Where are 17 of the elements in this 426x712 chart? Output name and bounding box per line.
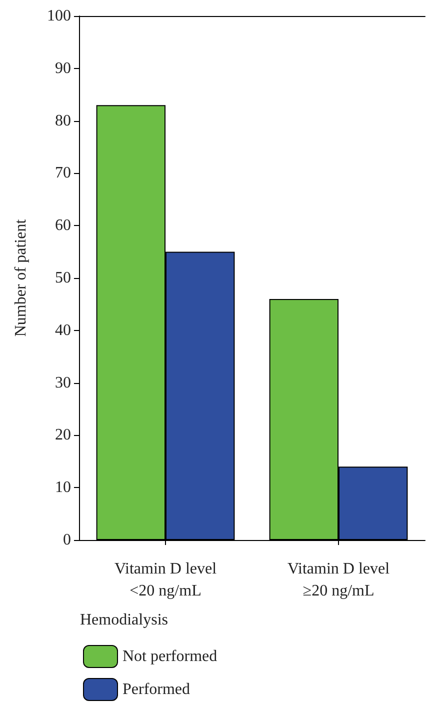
legend-label: Not performed <box>122 648 218 665</box>
y-tick-label: 90 <box>55 60 71 77</box>
legend-title: Hemodialysis <box>80 612 168 628</box>
x-tick-label: Vitamin D level ≥20 ng/mL <box>287 560 390 600</box>
y-axis-title: Number of patient <box>12 218 30 337</box>
y-tick-label: 60 <box>55 217 71 234</box>
y-tick-label: 40 <box>55 322 71 339</box>
y-tick-label: 80 <box>55 112 71 130</box>
y-tick-label: 10 <box>55 479 71 496</box>
y-tick-label: 20 <box>55 426 71 444</box>
legend-label: Performed <box>122 681 190 698</box>
y-tick-label: 70 <box>55 164 71 182</box>
y-tick-label: 0 <box>63 532 71 548</box>
y-tick-label: 50 <box>55 270 71 286</box>
x-tick-label: Vitamin D level <20 ng/mL <box>114 560 218 600</box>
y-tick-label: 100 <box>47 8 71 24</box>
y-tick-label: 30 <box>55 374 71 392</box>
